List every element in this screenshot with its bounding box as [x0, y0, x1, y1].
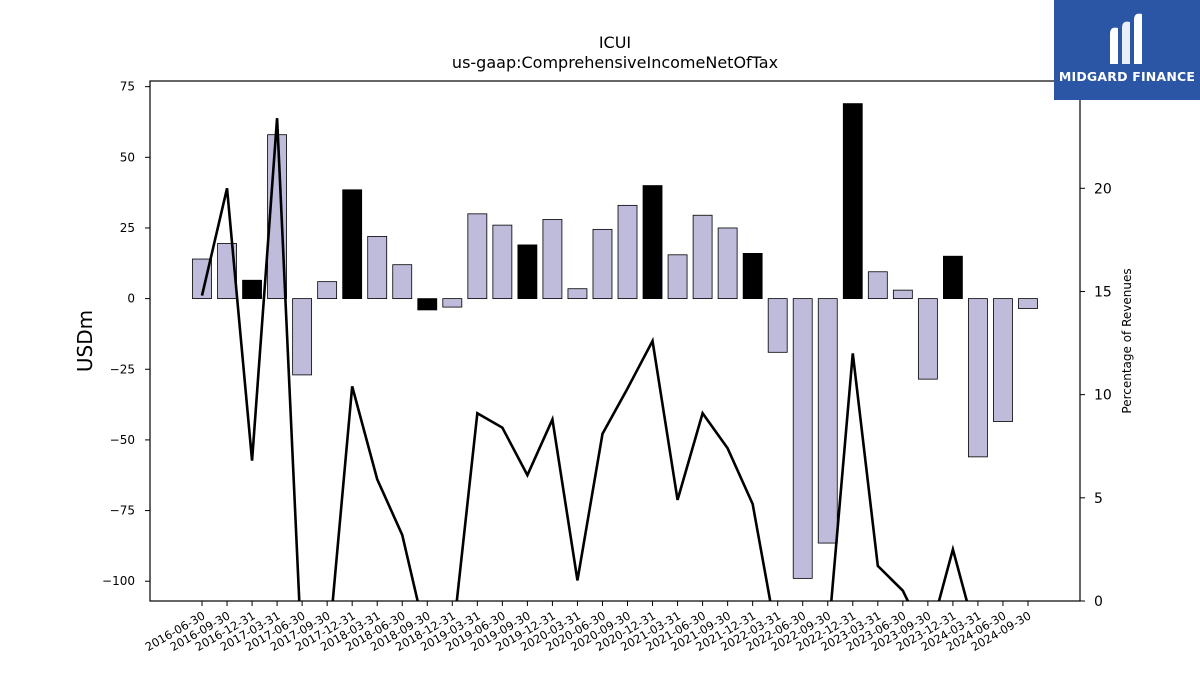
bar-2020-12-31 — [642, 185, 663, 300]
right-tick-label: 0 — [1094, 594, 1103, 610]
bar-2020-03-31 — [567, 288, 588, 300]
bar-2022-12-31 — [842, 103, 863, 300]
y-axis-right-label: Percentage of Revenues — [1120, 268, 1134, 413]
bar-2017-09-30 — [317, 281, 338, 300]
left-tick-label: 0 — [127, 292, 135, 306]
bar-2017-06-30 — [292, 298, 313, 376]
brand-logo: MIDGARD FINANCE — [1054, 0, 1200, 100]
bar-2021-12-31 — [742, 252, 763, 300]
bar-2023-06-30 — [892, 289, 913, 300]
brand-name: MIDGARD FINANCE — [1058, 69, 1196, 84]
bar-2022-03-31 — [767, 298, 788, 353]
bar-2019-12-31 — [542, 219, 563, 300]
left-tick-label: −100 — [102, 574, 135, 588]
bar-2020-09-30 — [617, 204, 638, 300]
bar-2016-09-30 — [217, 243, 237, 300]
bar-2018-03-31 — [367, 236, 388, 299]
y-axis-left-label: USDm — [73, 310, 97, 372]
bar-2017-12-31 — [342, 189, 363, 300]
right-tick-label: 5 — [1094, 491, 1103, 507]
left-tick-label: 50 — [120, 150, 135, 164]
chart-subtitle: us-gaap:ComprehensiveIncomeNetOfTax — [452, 53, 778, 72]
right-tick-label: 15 — [1094, 284, 1112, 300]
line-layer — [200, 118, 969, 601]
left-tick-label: −75 — [110, 504, 135, 518]
bar-2021-09-30 — [717, 227, 738, 300]
bar-2018-09-30 — [417, 298, 438, 311]
bar-2021-03-31 — [667, 254, 688, 300]
chart-title: ICUI — [599, 33, 631, 52]
left-tick-label: 75 — [120, 80, 135, 94]
left-axis: 75 50 25 0 −25 −50 −75 −100 — [102, 80, 150, 588]
bar-2019-09-30 — [517, 244, 538, 300]
bar-2024-03-31 — [968, 298, 988, 458]
bar-2019-06-30 — [492, 224, 513, 300]
bar-2023-03-31 — [867, 271, 888, 300]
bar-2019-03-31 — [467, 213, 488, 300]
bar-2018-06-30 — [392, 264, 413, 300]
x-axis: 2016-06-302016-09-302016-12-312017-03-31… — [143, 601, 1033, 654]
bar-2020-06-30 — [592, 228, 613, 300]
bars-layer — [192, 103, 1038, 579]
percentage-line — [200, 118, 969, 601]
left-tick-label: 25 — [120, 221, 135, 235]
left-tick-label: −25 — [110, 362, 135, 376]
right-tick-label: 20 — [1094, 181, 1112, 197]
bar-2018-12-31 — [442, 298, 463, 308]
bar-2023-12-31 — [943, 255, 963, 300]
bar-2016-12-31 — [242, 279, 262, 300]
right-axis: 0 5 10 15 20 — [1080, 181, 1112, 610]
bar-2024-09-30 — [1018, 298, 1038, 309]
plot-frame — [149, 80, 1081, 602]
left-tick-label: −50 — [110, 433, 135, 447]
midgard-logo-icon — [1110, 13, 1142, 65]
bar-2016-06-30 — [192, 258, 212, 300]
bar-2022-06-30 — [792, 298, 813, 579]
bar-2022-09-30 — [817, 298, 838, 544]
bar-2024-06-30 — [993, 298, 1013, 422]
bar-2021-06-30 — [692, 214, 713, 300]
right-tick-label: 10 — [1094, 388, 1112, 404]
bar-2023-09-30 — [917, 298, 938, 380]
